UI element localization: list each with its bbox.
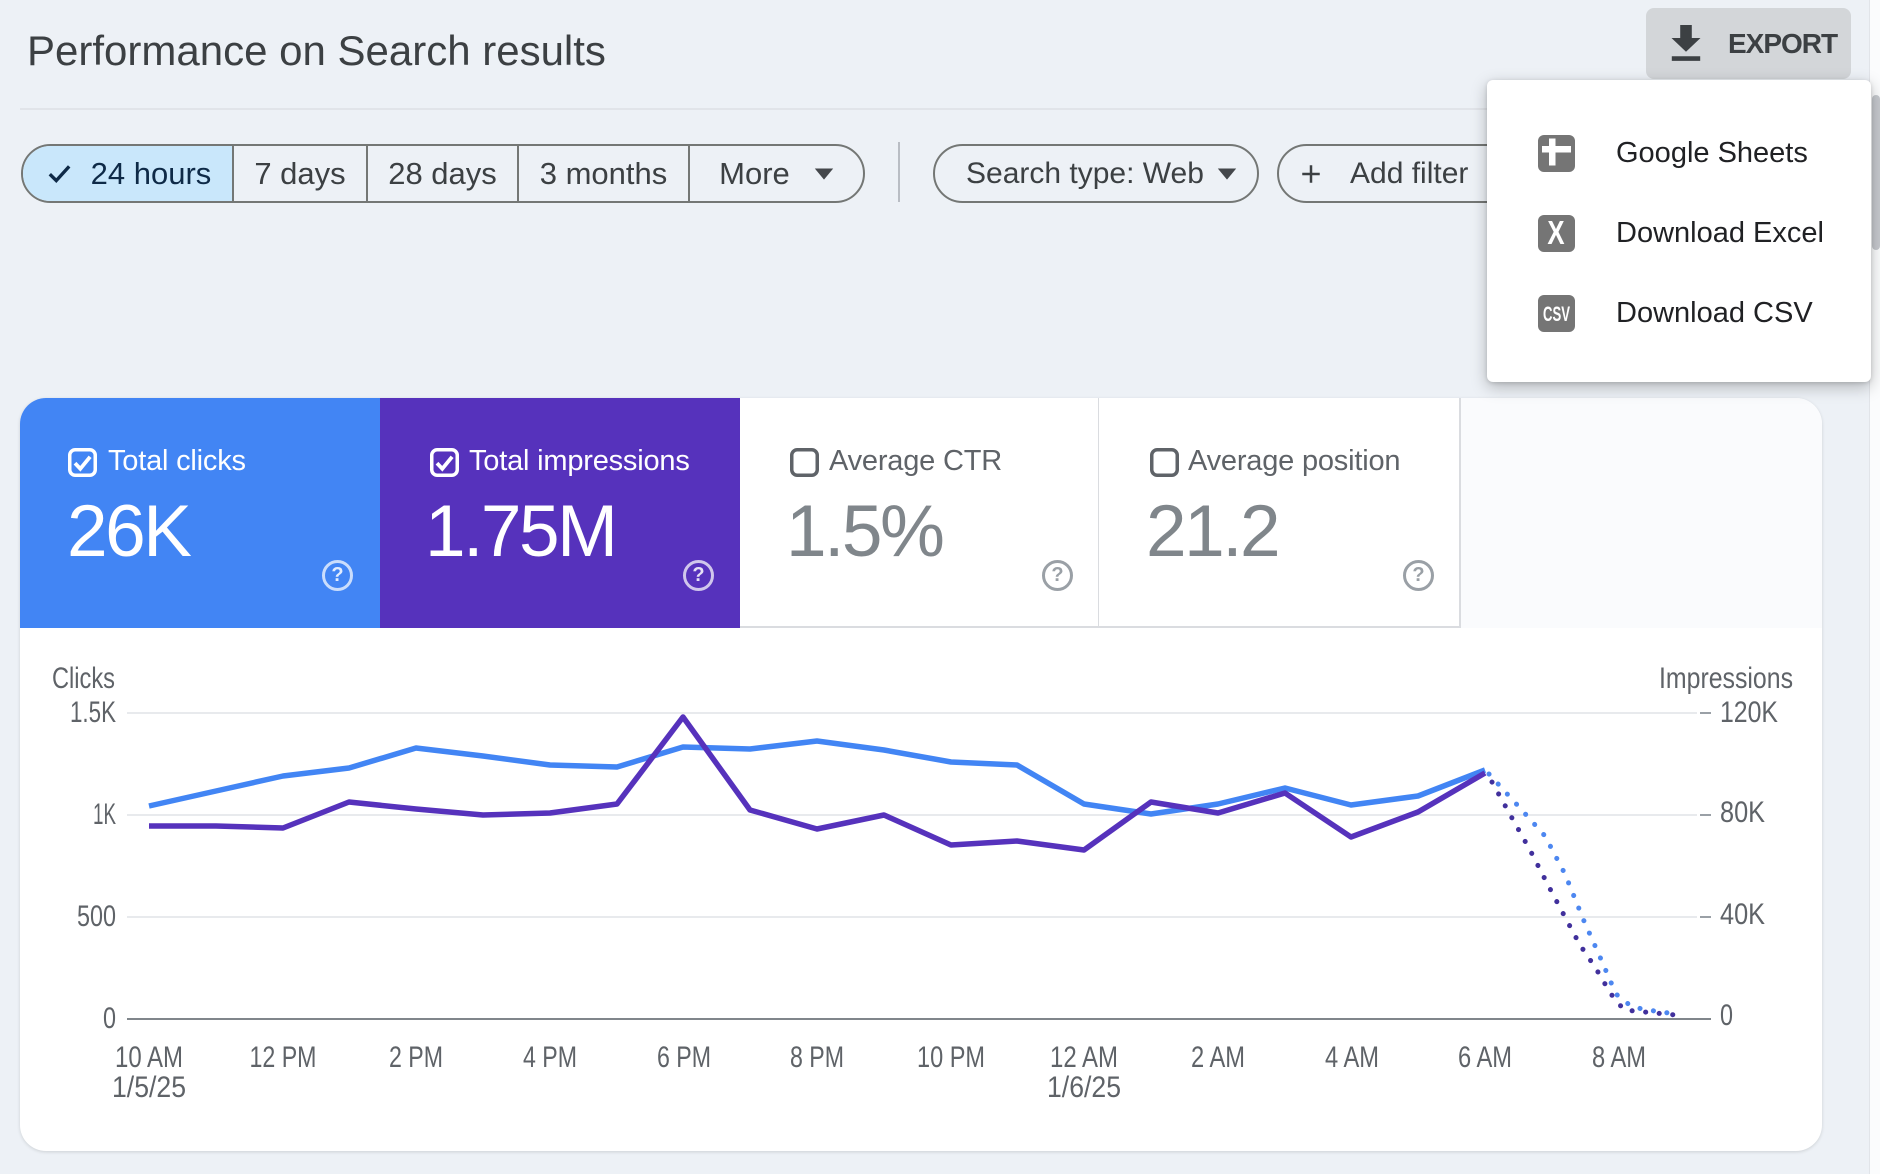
- svg-text:0: 0: [103, 1002, 116, 1035]
- svg-text:80K: 80K: [1720, 796, 1765, 829]
- svg-text:2 AM: 2 AM: [1191, 1041, 1245, 1074]
- svg-text:1.5K: 1.5K: [70, 696, 116, 729]
- svg-text:4 AM: 4 AM: [1325, 1041, 1379, 1074]
- svg-text:4 PM: 4 PM: [523, 1041, 577, 1074]
- svg-text:10 AM: 10 AM: [115, 1041, 183, 1074]
- svg-text:Clicks: Clicks: [52, 662, 115, 695]
- svg-text:0: 0: [1720, 999, 1733, 1032]
- svg-text:2 PM: 2 PM: [389, 1041, 443, 1074]
- svg-text:CSV: CSV: [1543, 303, 1570, 326]
- svg-text:12 AM: 12 AM: [1050, 1041, 1118, 1074]
- svg-text:6 PM: 6 PM: [657, 1041, 711, 1074]
- svg-text:6 AM: 6 AM: [1458, 1041, 1512, 1074]
- svg-text:1/5/25: 1/5/25: [112, 1071, 186, 1104]
- svg-text:120K: 120K: [1720, 696, 1778, 729]
- svg-text:1K: 1K: [93, 798, 116, 831]
- svg-text:40K: 40K: [1720, 898, 1765, 931]
- svg-text:Impressions: Impressions: [1659, 662, 1793, 695]
- svg-text:12 PM: 12 PM: [250, 1041, 317, 1074]
- svg-text:8 PM: 8 PM: [790, 1041, 844, 1074]
- svg-text:10 PM: 10 PM: [917, 1041, 985, 1074]
- svg-text:1/6/25: 1/6/25: [1047, 1071, 1121, 1104]
- svg-text:500: 500: [77, 900, 116, 933]
- svg-text:8 AM: 8 AM: [1592, 1041, 1646, 1074]
